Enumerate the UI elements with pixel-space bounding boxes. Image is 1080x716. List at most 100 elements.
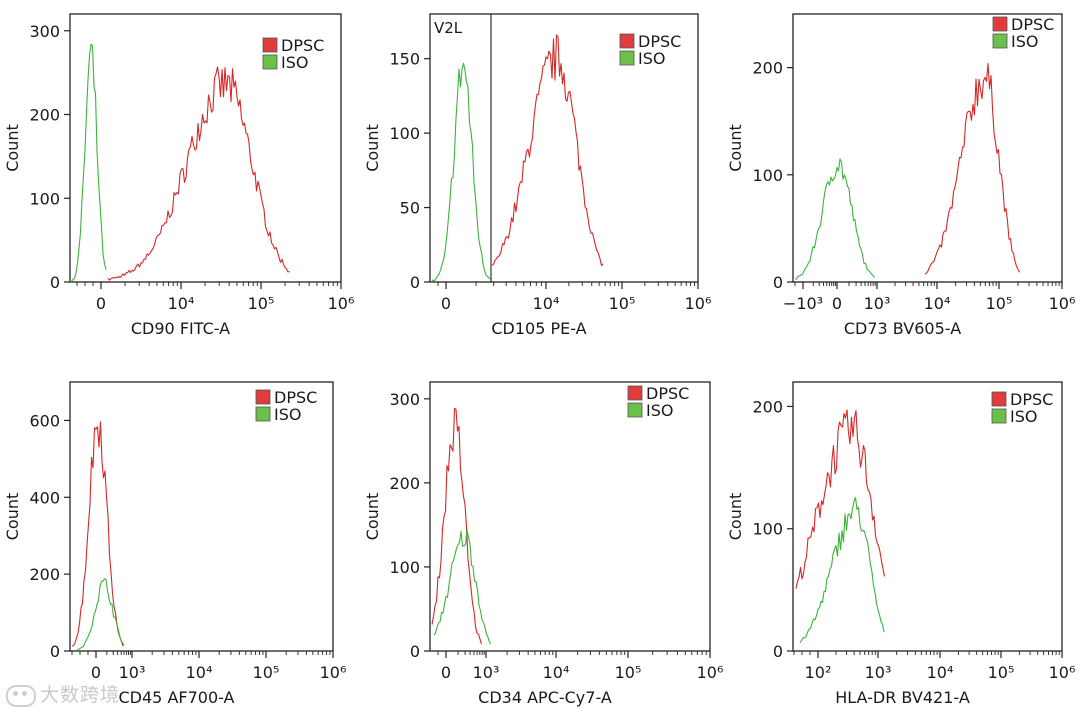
y-tick-label: 100 (752, 166, 783, 185)
legend-swatch-dpsc (262, 37, 278, 53)
y-axis-label: Count (3, 124, 22, 172)
y-tick-label: 200 (752, 397, 783, 416)
y-tick-label: 300 (29, 22, 60, 41)
legend-label-dpsc: DPSC (281, 36, 324, 55)
y-tick-label: 0 (773, 273, 783, 292)
y-axis-label: Count (726, 493, 745, 541)
legend-swatch-iso (255, 406, 271, 422)
legend-swatch-dpsc (627, 385, 643, 401)
legend-label-dpsc: DPSC (1011, 15, 1054, 34)
x-axis-label: CD34 APC-Cy7-A (478, 688, 612, 707)
x-axis-label: CD73 BV605-A (844, 319, 961, 338)
series-iso-curve (794, 158, 875, 280)
y-tick-label: 200 (29, 565, 60, 584)
y-tick-label: 0 (50, 273, 60, 292)
x-tick-label: 10⁵ (986, 294, 1013, 313)
y-tick-label: 0 (773, 642, 783, 661)
x-tick-label: 10² (805, 663, 832, 682)
x-tick-label: 10⁴ (543, 663, 570, 682)
y-tick-label: 400 (29, 488, 60, 507)
y-axis-label: Count (3, 493, 22, 541)
y-tick-label: 100 (29, 189, 60, 208)
x-tick-label: 0 (441, 294, 451, 313)
plot-frame (429, 381, 711, 652)
x-tick-label: 0 (96, 294, 106, 313)
y-tick-label: 200 (389, 474, 420, 493)
legend-swatch-iso (992, 33, 1008, 49)
plot-frame (429, 13, 699, 283)
x-tick-label: 10⁶ (697, 663, 724, 682)
legend-label-dpsc: DPSC (274, 388, 317, 407)
panel-cd34: 0 100 200 300 0 10³ 10⁴ 10⁵ 10⁶ CD34 APC-Cy7-A Cou… (363, 381, 724, 707)
y-axis-label: Count (363, 124, 382, 172)
legend-label-dpsc: DPSC (638, 32, 681, 51)
x-tick-label: 10⁶ (1049, 663, 1076, 682)
y-tick-label: 0 (410, 273, 420, 292)
x-axis-label: CD90 FITC-A (131, 319, 230, 338)
series-iso-curve (69, 43, 107, 283)
panel-cd90: 0 100 200 300 0 10⁴ 10⁵ 10⁶ CD90 FITC-A Count DPSC… (3, 13, 355, 338)
plot-frame (792, 381, 1063, 652)
x-tick-label: 10⁵ (253, 663, 280, 682)
watermark-text: 大数跨境 (40, 684, 121, 706)
x-tick-label: −10³ (783, 294, 823, 313)
legend-label-dpsc: DPSC (1010, 390, 1053, 409)
panel-cd105: 0 50 100 150 0 10⁴ 10⁵ 10⁶ CD105 PE-A Count V2L DPS… (363, 13, 712, 338)
x-axis-label: CD105 PE-A (491, 319, 586, 338)
y-tick-label: 100 (389, 124, 420, 143)
series-dpsc-curve (107, 66, 290, 281)
y-tick-label: 100 (389, 558, 420, 577)
legend-label-dpsc: DPSC (646, 384, 689, 403)
x-tick-label: 0 (91, 663, 101, 682)
series-iso-curve (431, 62, 493, 282)
legend-label-iso: ISO (1011, 32, 1038, 51)
legend-swatch-dpsc (991, 391, 1007, 407)
x-tick-label: 10⁶ (1049, 294, 1076, 313)
x-axis-label: HLA-DR BV421-A (835, 688, 970, 707)
legend-swatch-iso (627, 402, 643, 418)
series-iso-curve (433, 529, 492, 644)
x-tick-label: 10⁶ (328, 294, 355, 313)
series-dpsc-curve (431, 407, 483, 645)
y-axis-label: Count (363, 493, 382, 541)
x-tick-label: 10⁵ (988, 663, 1015, 682)
y-tick-label: 600 (29, 411, 60, 430)
x-tick-label: 10³ (119, 663, 146, 682)
x-tick-label: 10³ (864, 294, 891, 313)
y-tick-label: 0 (410, 642, 420, 661)
panel-cd45: 0 200 400 600 0 10³ 10⁴ 10⁵ 10⁶ CD45 AF700-A Count… (3, 381, 347, 707)
legend-swatch-dpsc (992, 16, 1008, 32)
y-tick-label: 100 (752, 520, 783, 539)
series-dpsc-curve (491, 34, 604, 267)
series-dpsc-curve (71, 421, 124, 647)
x-tick-label: 10⁵ (609, 294, 636, 313)
legend-label-iso: ISO (646, 401, 673, 420)
x-tick-label: 10⁶ (320, 663, 347, 682)
legend-label-iso: ISO (638, 49, 665, 68)
watermark: 大数跨境 (6, 680, 120, 707)
y-tick-label: 300 (389, 390, 420, 409)
x-tick-label: 10⁴ (927, 663, 954, 682)
plot-frame (792, 13, 1063, 283)
series-dpsc-curve (795, 409, 886, 589)
x-tick-label: 0 (441, 663, 451, 682)
gate-label: V2L (434, 19, 463, 37)
y-tick-label: 50 (400, 199, 420, 218)
legend-swatch-iso (619, 50, 635, 66)
x-tick-label: 10⁴ (168, 294, 195, 313)
series-iso-curve (75, 578, 125, 652)
plot-frame (69, 381, 334, 652)
series-dpsc-curve (924, 62, 1020, 275)
watermark-logo-icon (6, 684, 36, 707)
legend-label-iso: ISO (274, 405, 301, 424)
legend-label-iso: ISO (281, 53, 308, 72)
legend-swatch-iso (991, 408, 1007, 424)
y-tick-label: 200 (752, 59, 783, 78)
x-tick-label: 10⁶ (685, 294, 712, 313)
legend-label-iso: ISO (1010, 407, 1037, 426)
legend-swatch-iso (262, 54, 278, 70)
x-tick-label: 10³ (473, 663, 500, 682)
y-tick-label: 150 (389, 50, 420, 69)
x-tick-label: 10⁵ (615, 663, 642, 682)
